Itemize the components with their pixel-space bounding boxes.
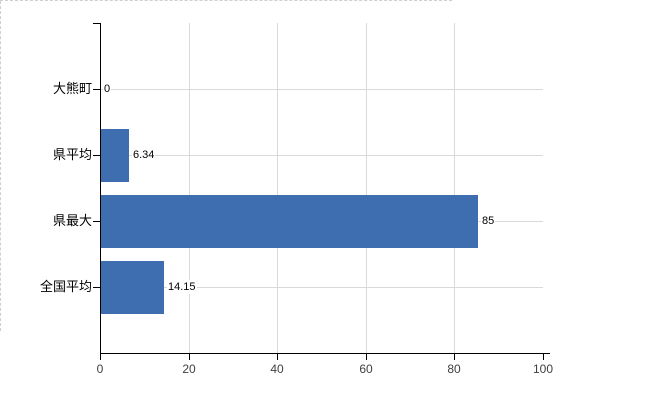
value-label: 85 (481, 214, 496, 228)
gridline-vertical (454, 23, 455, 353)
category-tick (93, 287, 100, 288)
category-label: 県最大 (52, 213, 92, 228)
x-axis-tick (454, 353, 455, 360)
x-axis-tick (277, 353, 278, 360)
category-tick (93, 89, 100, 90)
x-tick-label: 40 (270, 362, 284, 376)
gridline-horizontal (101, 89, 543, 90)
category-tick (93, 221, 100, 222)
plot-border-right (0, 1, 1, 331)
gridline-vertical (189, 23, 190, 353)
category-label: 全国平均 (39, 279, 92, 294)
x-tick-label: 100 (532, 362, 554, 376)
x-tick-label: 80 (447, 362, 461, 376)
gridline-vertical (277, 23, 278, 353)
x-tick-label: 0 (96, 362, 104, 376)
bar (101, 129, 129, 182)
bar (101, 195, 478, 248)
x-tick-label: 60 (359, 362, 373, 376)
value-label: 6.34 (132, 148, 156, 162)
x-axis (100, 353, 550, 354)
x-tick-label: 20 (182, 362, 196, 376)
x-axis-tick (543, 353, 544, 360)
y-axis (100, 23, 101, 360)
category-tick (93, 155, 100, 156)
value-label: 14.15 (167, 280, 197, 294)
bar (101, 261, 164, 314)
y-axis-top-tick (93, 23, 100, 24)
value-label: 0 (103, 82, 112, 96)
plot-border-top (0, 0, 452, 1)
category-label: 大熊町 (52, 81, 92, 96)
x-axis-tick (366, 353, 367, 360)
gridline-horizontal (101, 287, 543, 288)
category-label: 県平均 (52, 147, 92, 162)
gridline-horizontal (101, 155, 543, 156)
gridline-vertical (366, 23, 367, 353)
x-axis-tick (189, 353, 190, 360)
